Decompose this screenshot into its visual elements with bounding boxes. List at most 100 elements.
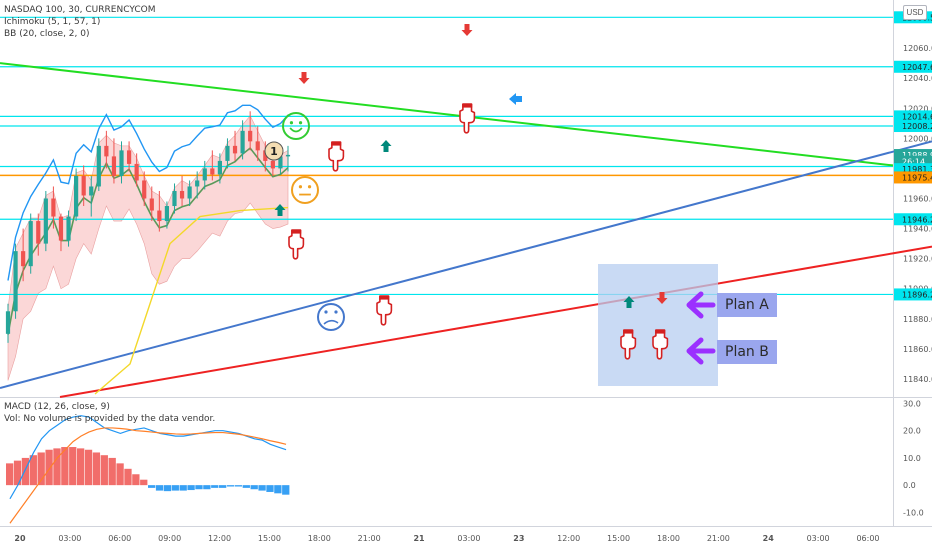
macd-hist-bar (171, 485, 179, 491)
price-tick: 11960.0 (903, 195, 932, 204)
time-tick: 03:00 (457, 534, 480, 543)
candle-body (96, 145, 101, 187)
time-tick: 21:00 (707, 534, 730, 543)
time-axis[interactable]: 20 03:00 06:00 09:00 12:00 15:00 18:00 21:00 21 0… (14, 534, 879, 543)
smiley-icon (291, 176, 319, 204)
candle-body (66, 216, 71, 241)
macd-hist-bar (163, 485, 172, 492)
macd-hist-bar (45, 449, 53, 486)
macd-hist-bar (234, 485, 243, 487)
candle-body (263, 150, 268, 161)
time-tick: 12:00 (557, 534, 580, 543)
currency-button[interactable]: USD (903, 5, 927, 20)
price-label-text: 11981.3 (902, 165, 932, 174)
time-tick: 24 (763, 534, 775, 543)
macd-hist-bar (219, 485, 227, 488)
time-tick: 23 (513, 534, 524, 543)
time-tick: 12:00 (208, 534, 231, 543)
candle-body (36, 221, 41, 244)
price-label-text: 11988.9 (902, 151, 932, 160)
macd-hist-bar (250, 485, 258, 490)
plan-box-rect (598, 264, 718, 386)
candle-body (74, 175, 79, 217)
arrow-left-icon (509, 93, 522, 105)
time-tick: 06:00 (108, 534, 131, 543)
candle-body (255, 141, 260, 151)
bb-upper-line (7, 104, 289, 281)
macd-hist-bar (132, 474, 140, 486)
smiley-icon (282, 112, 310, 140)
hand-outline (288, 229, 305, 260)
hand-cuff (331, 142, 342, 146)
price-tick: 12040.0 (903, 74, 932, 83)
price-tick: 12000.0 (903, 134, 932, 143)
price-label-bg (894, 120, 932, 133)
macd-hist-bar (116, 463, 124, 486)
macd-hist-bar (203, 485, 211, 490)
candle-body (43, 198, 48, 244)
hand-pointer-icon (288, 229, 305, 260)
candle-body (285, 154, 291, 157)
signal-line (9, 427, 287, 524)
macd-hist-bar (211, 485, 219, 488)
macd-hist-bar (242, 485, 250, 488)
macd-hist-bar (148, 485, 156, 488)
macd-hist-bar (140, 479, 148, 486)
time-tick: 15:00 (607, 534, 630, 543)
macd-tick: -10.0 (903, 508, 924, 517)
hand-outline (376, 295, 393, 326)
price-label-text: 26:14 (902, 158, 925, 167)
indicator-lines (7, 104, 289, 395)
annotations: 1 (264, 24, 716, 365)
symbol-title: NASDAQ 100, 30, CURRENCYCOM (4, 5, 156, 15)
price-tick: 11940.0 (903, 225, 932, 234)
time-tick: 18:00 (308, 534, 331, 543)
price-tick: 11880.0 (903, 315, 932, 324)
price-label-text: 11975.4 (902, 173, 932, 182)
macd-hist-bar (155, 485, 164, 491)
hand-outline (652, 329, 669, 360)
price-label-text: 11946.2 (902, 215, 932, 224)
lagging-line (94, 206, 289, 395)
candle-body (202, 168, 207, 181)
plan-a-label: Plan A (717, 293, 777, 317)
bb-legend[interactable]: BB (20, close, 2, 0) (4, 29, 90, 39)
macd-hist-bar (69, 447, 77, 486)
candle-body (142, 180, 147, 199)
candle-body (164, 206, 170, 222)
macd-hist-bar (258, 485, 266, 491)
time-tick: 15:00 (258, 534, 281, 543)
price-label-bg (894, 110, 932, 123)
price-label-bg (894, 171, 932, 184)
trend-lines[interactable] (0, 62, 932, 398)
macd-hist-bar (266, 485, 274, 492)
smiley-eye (334, 310, 338, 314)
macd-hist-bar (226, 485, 235, 487)
candle-body (157, 210, 162, 222)
hand-pointer-icon (620, 329, 637, 360)
candle-body (5, 311, 11, 334)
price-label-text: 12008.2 (902, 122, 932, 131)
candle-body (126, 150, 132, 164)
smiley-eye (307, 185, 312, 189)
hand-outline (328, 141, 345, 172)
purple-arrow-icon (686, 291, 716, 319)
arrow-down-icon (461, 24, 473, 36)
number-badge-text: 1 (270, 145, 278, 158)
price-label-text: 11896.2 (902, 290, 932, 299)
smiley-eye (298, 185, 303, 189)
arrow-up-icon (274, 204, 286, 216)
arrow-down-icon (298, 72, 310, 84)
hand-cuff (379, 296, 390, 300)
ichimoku-legend[interactable]: Ichimoku (5, 1, 57, 1) (4, 17, 101, 27)
hand-pointer-icon (652, 329, 669, 360)
price-tick: 11860.0 (903, 345, 932, 354)
macd-legend[interactable]: MACD (12, 26, close, 9) (4, 402, 110, 412)
arrow-up-icon (380, 140, 392, 152)
plan-box (598, 264, 718, 386)
price-axis[interactable]: 11840.011860.011880.011900.011920.011940… (894, 11, 932, 517)
candle-body (134, 163, 139, 181)
macd-hist-bar (37, 452, 45, 486)
candle-body (172, 190, 177, 207)
